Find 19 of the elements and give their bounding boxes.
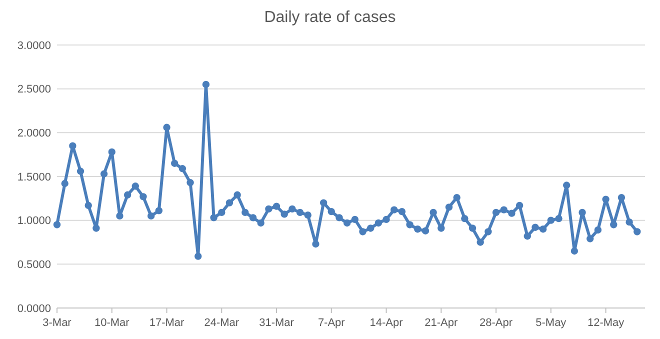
y-tick-label: 0.0000 bbox=[17, 302, 51, 315]
x-tick-label: 5-May bbox=[536, 317, 567, 329]
y-tick-label: 2.0000 bbox=[17, 128, 51, 140]
x-tick-label: 3-Mar bbox=[42, 317, 72, 329]
x-tick-label: 7-Apr bbox=[318, 317, 346, 329]
x-tick-label: 24-Mar bbox=[204, 317, 240, 329]
x-tick-label: 31-Mar bbox=[259, 317, 294, 329]
x-tick-label: 10-Mar bbox=[94, 317, 130, 329]
y-tick-label: 3.0000 bbox=[17, 40, 51, 52]
x-tick-label: 14-Apr bbox=[370, 317, 404, 329]
x-tick-label: 21-Apr bbox=[424, 317, 458, 329]
y-tick-label: 0.5000 bbox=[17, 259, 51, 272]
y-tick-label: 1.5000 bbox=[17, 171, 51, 184]
y-tick-label: 1.0000 bbox=[17, 215, 51, 228]
y-tick-label: 2.5000 bbox=[17, 84, 51, 96]
x-tick-label: 12-May bbox=[587, 317, 625, 329]
chart-title: Daily rate of cases bbox=[264, 9, 396, 26]
x-tick-label: 28-Apr bbox=[480, 317, 513, 329]
x-tick-label: 17-Mar bbox=[149, 317, 185, 329]
